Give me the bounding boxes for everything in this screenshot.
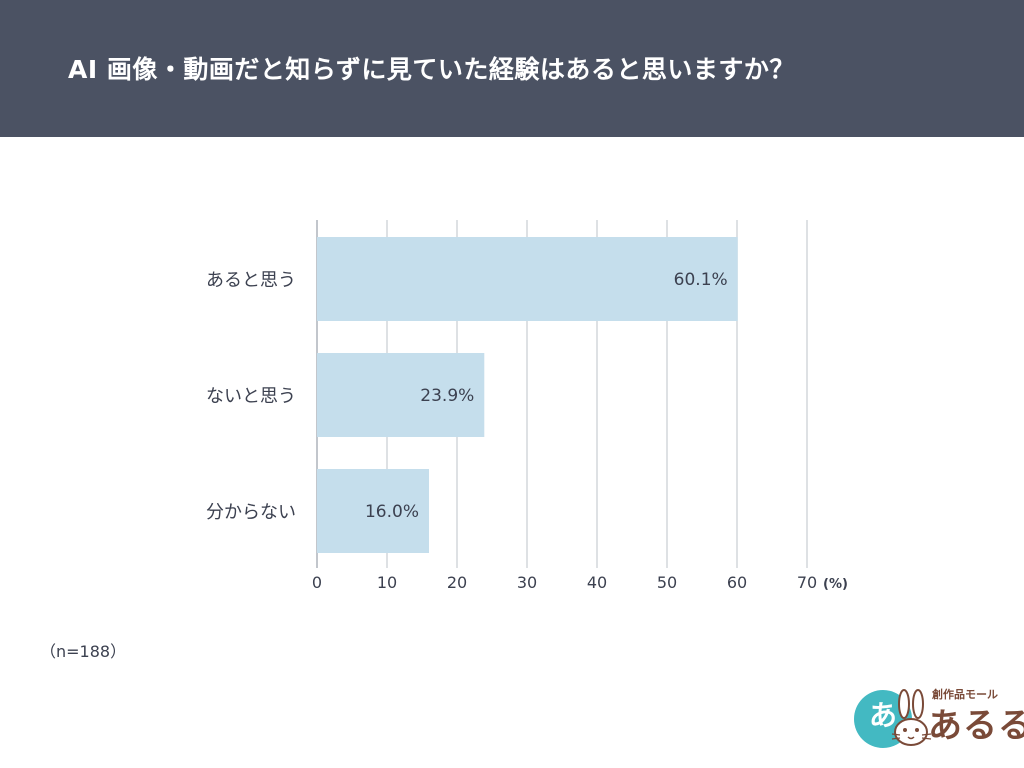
tick-label: 30 xyxy=(517,573,537,592)
tick-label: 60 xyxy=(727,573,747,592)
category-label: 分からない xyxy=(206,502,296,523)
category-label: あると思う xyxy=(206,270,296,291)
tick-label: 40 xyxy=(587,573,607,592)
category-label: ないと思う xyxy=(206,386,296,407)
tick-label: 70 xyxy=(797,573,817,592)
tick-label: 0 xyxy=(312,573,322,592)
bar xyxy=(317,237,738,321)
brand-logo: あ 創作品モール あるる xyxy=(852,686,1024,756)
tick-label: 20 xyxy=(447,573,467,592)
data-label: 16.0% xyxy=(365,502,419,522)
data-label: 23.9% xyxy=(420,386,474,406)
data-label: 60.1% xyxy=(674,270,728,290)
axis-unit-label: (%) xyxy=(823,577,848,592)
bunny-icon xyxy=(891,689,932,746)
sample-size-note: （n=188） xyxy=(40,642,127,661)
chart-title: AI 画像・動画だと知らずに見ていた経験はあると思いますか？ xyxy=(68,55,795,84)
logo-badge-glyph: あ xyxy=(868,699,897,732)
header-bar: AI 画像・動画だと知らずに見ていた経験はあると思いますか？ xyxy=(0,0,1024,137)
tick-label: 10 xyxy=(377,573,397,592)
logo-name: あるる xyxy=(928,706,1024,746)
bar xyxy=(317,353,485,437)
logo-tagline: 創作品モール xyxy=(932,688,998,701)
bar xyxy=(317,469,429,553)
tick-label: 50 xyxy=(657,573,677,592)
